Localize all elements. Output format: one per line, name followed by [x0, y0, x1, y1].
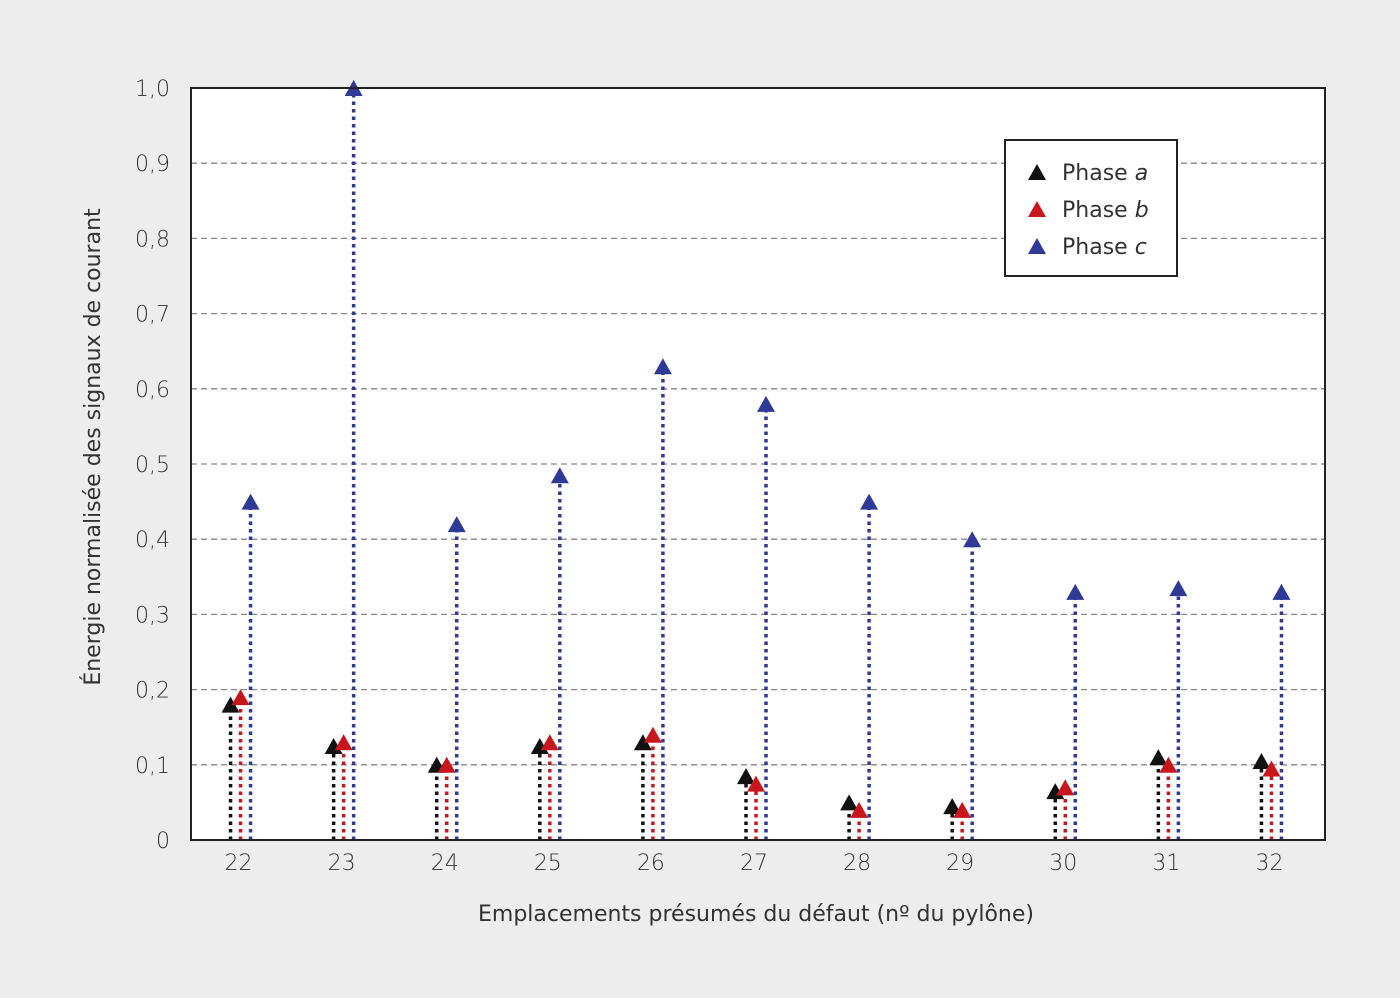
triangle-marker	[1169, 580, 1188, 597]
legend-item-label: Phase c	[1062, 235, 1147, 260]
x-tick-label: 29	[946, 851, 974, 876]
triangle-marker	[633, 734, 652, 751]
triangle-marker	[840, 794, 859, 811]
triangle-marker	[241, 493, 260, 510]
y-tick-label: 1,0	[135, 77, 170, 102]
data-series	[221, 80, 1291, 840]
triangle-marker	[737, 768, 755, 785]
y-tick-label: 0,4	[135, 528, 170, 553]
triangle-marker	[1066, 583, 1085, 600]
triangle-marker	[643, 726, 662, 743]
y-tick-label: 0,8	[135, 227, 170, 252]
y-tick-label: 0,5	[135, 453, 170, 478]
triangle-marker	[1159, 756, 1178, 773]
triangle-marker	[1149, 749, 1168, 766]
x-tick-label: 31	[1152, 851, 1180, 876]
x-axis-ticks: 22 23 24 25 26 27 28 29 30 31 32	[225, 851, 1284, 876]
y-axis-title: Énergie normalisée des signaux de couran…	[80, 208, 106, 686]
y-tick-label: 0,7	[135, 303, 170, 328]
x-tick-label: 26	[637, 851, 665, 876]
triangle-marker	[334, 734, 353, 751]
triangle-marker	[747, 775, 765, 792]
legend-triangle-icon	[1028, 201, 1046, 217]
y-tick-label: 0,1	[135, 754, 170, 779]
legend-item-label: Phase b	[1062, 198, 1149, 223]
triangle-marker	[550, 467, 569, 484]
triangle-marker	[1272, 583, 1291, 600]
triangle-marker	[1056, 779, 1075, 796]
triangle-marker	[447, 516, 466, 533]
x-tick-label: 24	[431, 851, 459, 876]
series-phase-b	[231, 689, 1281, 840]
triangle-marker	[221, 696, 240, 713]
triangle-marker	[653, 358, 672, 375]
legend-item-label: Phase a	[1062, 161, 1148, 186]
legend-triangle-icon	[1028, 238, 1046, 254]
x-tick-label: 22	[225, 851, 253, 876]
plot-frame	[190, 87, 1326, 841]
triangle-marker	[231, 689, 250, 706]
x-tick-label: 30	[1049, 851, 1077, 876]
triangle-marker	[1262, 760, 1281, 777]
triangle-marker	[850, 801, 869, 818]
y-tick-label: 0,3	[135, 603, 170, 628]
y-tick-label: 0,9	[135, 152, 170, 177]
triangle-marker	[437, 756, 456, 773]
x-tick-label: 32	[1255, 851, 1283, 876]
legend-triangle-icon	[1028, 164, 1046, 180]
x-tick-label: 23	[328, 851, 356, 876]
triangle-marker	[540, 734, 559, 751]
x-axis-title: Emplacements présumés du défaut (nº du p…	[478, 902, 1034, 927]
x-tick-label: 28	[843, 851, 871, 876]
triangle-marker	[860, 493, 879, 510]
triangle-marker	[943, 798, 962, 815]
triangle-marker	[963, 531, 982, 548]
triangle-marker	[953, 801, 972, 818]
triangle-marker	[757, 395, 775, 412]
y-tick-label: 0,6	[135, 378, 170, 403]
x-tick-label: 27	[740, 851, 768, 876]
y-tick-label: 0	[156, 829, 170, 854]
x-tick-label: 25	[534, 851, 562, 876]
y-tick-label: 0,2	[135, 679, 170, 704]
legend: Phase a Phase b Phase c	[1004, 139, 1178, 277]
series-phase-c	[241, 80, 1291, 840]
y-axis-ticks: 0 0,1 0,2 0,3 0,4 0,5 0,6 0,7 0,8 0,9 1,0	[135, 77, 170, 854]
triangle-marker	[1252, 753, 1271, 770]
